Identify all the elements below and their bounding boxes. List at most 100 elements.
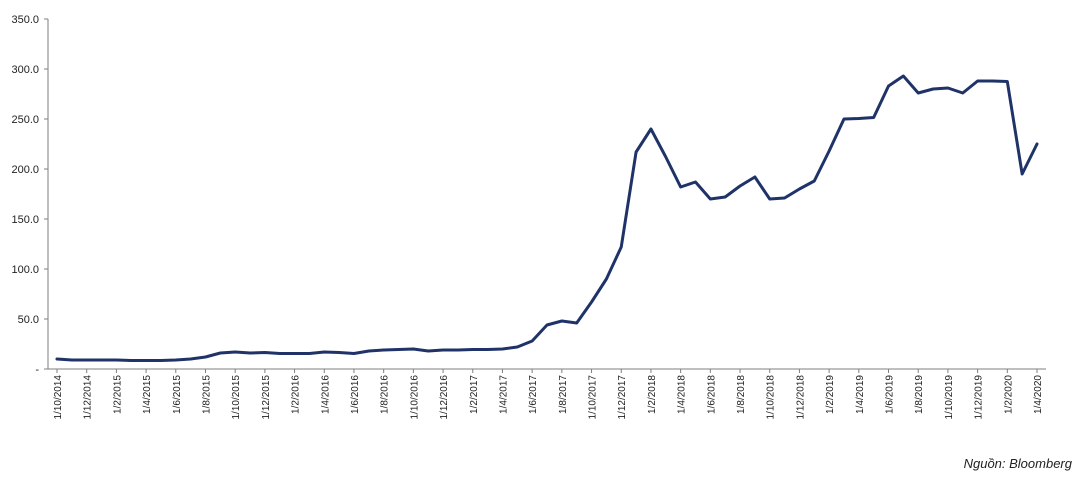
x-tick-label: 1/10/2019 xyxy=(944,375,955,420)
data-point xyxy=(1036,143,1039,146)
data-point xyxy=(783,197,786,200)
data-point xyxy=(308,352,311,355)
data-point xyxy=(575,322,578,325)
x-tick-label: 1/12/2014 xyxy=(83,375,94,420)
data-point xyxy=(917,92,920,95)
data-point xyxy=(531,340,534,343)
data-point xyxy=(546,324,549,327)
data-point xyxy=(263,351,266,354)
data-point xyxy=(739,185,742,188)
data-point xyxy=(338,351,341,354)
data-point xyxy=(367,350,370,353)
x-tick-label: 1/2/2015 xyxy=(112,375,123,414)
data-point xyxy=(486,348,489,351)
data-point xyxy=(768,198,771,201)
data-point xyxy=(620,246,623,249)
data-point xyxy=(130,359,133,362)
data-point xyxy=(842,118,845,121)
data-point xyxy=(649,128,652,131)
data-point xyxy=(412,348,415,351)
data-point xyxy=(1006,80,1009,83)
x-tick-label: 1/10/2018 xyxy=(766,375,777,420)
y-tick-label: 250.0 xyxy=(11,114,39,126)
x-tick-label: 1/2/2020 xyxy=(1003,375,1014,414)
data-point xyxy=(872,116,875,119)
data-point xyxy=(382,349,385,352)
data-point xyxy=(590,301,593,304)
data-point xyxy=(145,359,148,362)
data-point xyxy=(159,359,162,362)
data-point xyxy=(828,150,831,153)
data-point xyxy=(204,356,207,359)
y-tick-label: 100.0 xyxy=(11,264,39,276)
x-tick-label: 1/2/2017 xyxy=(469,375,480,414)
data-point xyxy=(234,351,237,354)
data-point xyxy=(932,88,935,91)
data-point xyxy=(813,180,816,183)
data-point xyxy=(857,117,860,120)
data-point xyxy=(946,87,949,90)
data-point xyxy=(427,350,430,353)
data-point xyxy=(679,186,682,189)
data-point xyxy=(442,349,445,352)
data-point xyxy=(56,358,59,361)
data-point xyxy=(397,348,400,351)
data-point xyxy=(323,351,326,354)
x-tick-label: 1/2/2018 xyxy=(647,375,658,414)
data-point xyxy=(560,320,563,323)
x-tick-label: 1/4/2017 xyxy=(498,375,509,414)
data-point xyxy=(471,348,474,351)
y-tick-label: 200.0 xyxy=(11,164,39,176)
data-point xyxy=(115,359,118,362)
data-point xyxy=(100,359,103,362)
series-line xyxy=(55,74,1039,362)
x-tick-label: 1/12/2016 xyxy=(439,375,450,420)
y-tick-label: 350.0 xyxy=(11,14,39,26)
x-tick-label: 1/12/2019 xyxy=(974,375,985,420)
data-point xyxy=(605,278,608,281)
x-tick-label: 1/12/2015 xyxy=(261,375,272,420)
data-point xyxy=(278,352,281,355)
data-point xyxy=(189,358,192,361)
data-point xyxy=(991,80,994,83)
x-tick-label: 1/2/2019 xyxy=(825,375,836,414)
data-point xyxy=(961,92,964,95)
x-tick-label: 1/8/2015 xyxy=(201,375,212,414)
data-point xyxy=(85,359,88,362)
data-point xyxy=(501,348,504,351)
x-tick-label: 1/4/2015 xyxy=(142,375,153,414)
series-group xyxy=(55,74,1039,362)
data-point xyxy=(798,188,801,191)
x-tick-label: 1/6/2018 xyxy=(706,375,717,414)
data-point xyxy=(694,181,697,184)
data-point xyxy=(219,352,222,355)
data-point xyxy=(664,156,667,159)
x-tick-label: 1/12/2018 xyxy=(795,375,806,420)
data-point xyxy=(293,352,296,355)
y-tick-label: - xyxy=(35,364,39,376)
x-axis: 1/10/2014 1/12/2014 1/2/2015 1/4/2015 1/6/20… xyxy=(48,368,1046,420)
data-point xyxy=(902,75,905,78)
data-point xyxy=(1021,173,1024,176)
x-tick-label: 1/4/2019 xyxy=(855,375,866,414)
data-point xyxy=(887,85,890,88)
data-point xyxy=(753,176,756,179)
x-tick-label: 1/10/2015 xyxy=(231,375,242,420)
x-tick-label: 1/10/2016 xyxy=(409,375,420,420)
y-tick-label: 300.0 xyxy=(11,64,39,76)
x-tick-label: 1/8/2017 xyxy=(558,375,569,414)
x-tick-label: 1/6/2017 xyxy=(528,375,539,414)
data-point xyxy=(724,196,727,199)
y-tick-label: 50.0 xyxy=(18,314,39,326)
data-point xyxy=(709,198,712,201)
y-tick-label: 150.0 xyxy=(11,214,39,226)
x-tick-label: 1/12/2017 xyxy=(617,375,628,420)
x-tick-label: 1/6/2016 xyxy=(350,375,361,414)
data-point xyxy=(70,359,73,362)
data-point xyxy=(174,359,177,362)
data-point xyxy=(456,349,459,352)
data-point xyxy=(352,352,355,355)
x-tick-label: 1/6/2015 xyxy=(172,375,183,414)
